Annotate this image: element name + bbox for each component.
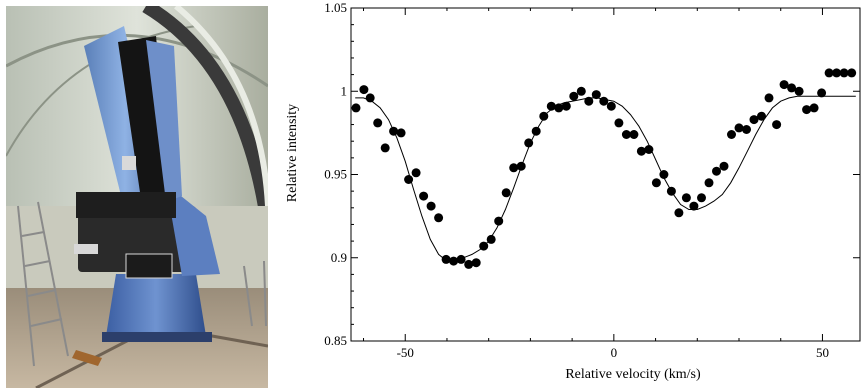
data-point bbox=[351, 103, 361, 113]
data-point bbox=[847, 68, 857, 78]
data-point bbox=[794, 86, 804, 96]
fit-curve-layer bbox=[355, 95, 856, 262]
data-point bbox=[824, 68, 834, 78]
data-point bbox=[712, 166, 721, 176]
data-point bbox=[644, 145, 654, 154]
data-point bbox=[464, 259, 474, 269]
data-point bbox=[531, 126, 541, 136]
data-point bbox=[689, 201, 699, 211]
y-tick-label: 1.05 bbox=[324, 0, 347, 15]
y-axis-label: Relative intensity bbox=[285, 104, 300, 202]
data-point bbox=[449, 256, 459, 266]
data-point bbox=[546, 101, 556, 111]
data-point bbox=[674, 208, 684, 218]
data-points-layer bbox=[351, 68, 857, 269]
data-point bbox=[584, 96, 594, 106]
x-tick-label: 0 bbox=[611, 345, 618, 360]
data-point bbox=[727, 130, 736, 139]
data-point bbox=[742, 125, 751, 134]
data-point bbox=[554, 103, 564, 113]
data-point bbox=[704, 178, 714, 188]
telescope-photo bbox=[6, 6, 268, 388]
data-point bbox=[516, 161, 526, 171]
data-point bbox=[501, 188, 511, 198]
line-profile-chart: 0.85 0.9 0.95 1 1.05 -50 0 50 Relative velocit… bbox=[285, 0, 861, 382]
y-axis: 0.85 0.9 0.95 1 1.05 bbox=[324, 0, 860, 348]
y-tick-label: 0.9 bbox=[331, 250, 347, 265]
fit-curve bbox=[355, 95, 856, 262]
data-point bbox=[749, 115, 759, 125]
data-point bbox=[411, 168, 421, 178]
data-point bbox=[614, 118, 624, 128]
data-point bbox=[839, 68, 849, 78]
data-point bbox=[494, 216, 504, 226]
data-point bbox=[666, 186, 676, 196]
data-point bbox=[509, 163, 519, 173]
data-point bbox=[404, 175, 414, 184]
data-point bbox=[802, 105, 812, 115]
data-point bbox=[373, 118, 383, 128]
x-axis-label: Relative velocity (km/s) bbox=[565, 367, 701, 382]
data-point bbox=[434, 213, 444, 223]
data-point bbox=[757, 111, 766, 121]
data-point bbox=[426, 201, 436, 211]
data-point bbox=[659, 170, 669, 179]
data-point bbox=[389, 126, 399, 136]
data-point bbox=[396, 128, 406, 138]
data-point bbox=[591, 90, 601, 100]
data-point bbox=[764, 93, 774, 103]
data-point bbox=[651, 178, 661, 188]
data-point bbox=[787, 83, 797, 93]
y-tick-label: 0.95 bbox=[324, 167, 347, 182]
data-point bbox=[561, 101, 571, 111]
plot-frame bbox=[350, 7, 861, 342]
y-tick-label: 1 bbox=[341, 83, 348, 98]
data-point bbox=[636, 146, 646, 156]
plot-border bbox=[350, 7, 861, 342]
data-point bbox=[681, 193, 691, 203]
data-point bbox=[456, 254, 466, 264]
data-point bbox=[380, 143, 390, 153]
data-point bbox=[697, 193, 706, 203]
data-point bbox=[359, 85, 369, 95]
x-tick-label: 50 bbox=[816, 345, 829, 360]
data-point bbox=[569, 91, 579, 101]
data-point bbox=[809, 103, 819, 113]
data-point bbox=[576, 86, 586, 96]
data-point bbox=[471, 258, 481, 268]
x-tick-label: -50 bbox=[397, 345, 414, 360]
data-point bbox=[419, 191, 429, 201]
data-point bbox=[441, 254, 451, 264]
data-point bbox=[365, 93, 375, 103]
data-point bbox=[524, 138, 534, 148]
data-point bbox=[606, 101, 616, 111]
y-tick-label: 0.85 bbox=[324, 333, 347, 348]
data-point bbox=[772, 120, 782, 130]
data-point bbox=[719, 161, 729, 171]
data-point bbox=[486, 234, 496, 244]
data-point bbox=[479, 241, 489, 251]
data-point bbox=[539, 111, 549, 121]
data-point bbox=[832, 68, 842, 78]
x-axis: -50 0 50 bbox=[363, 8, 829, 360]
data-point bbox=[779, 80, 789, 90]
data-point bbox=[734, 123, 744, 133]
data-point bbox=[621, 130, 631, 139]
data-point bbox=[629, 130, 639, 139]
data-point bbox=[599, 96, 609, 106]
data-point bbox=[817, 88, 827, 98]
